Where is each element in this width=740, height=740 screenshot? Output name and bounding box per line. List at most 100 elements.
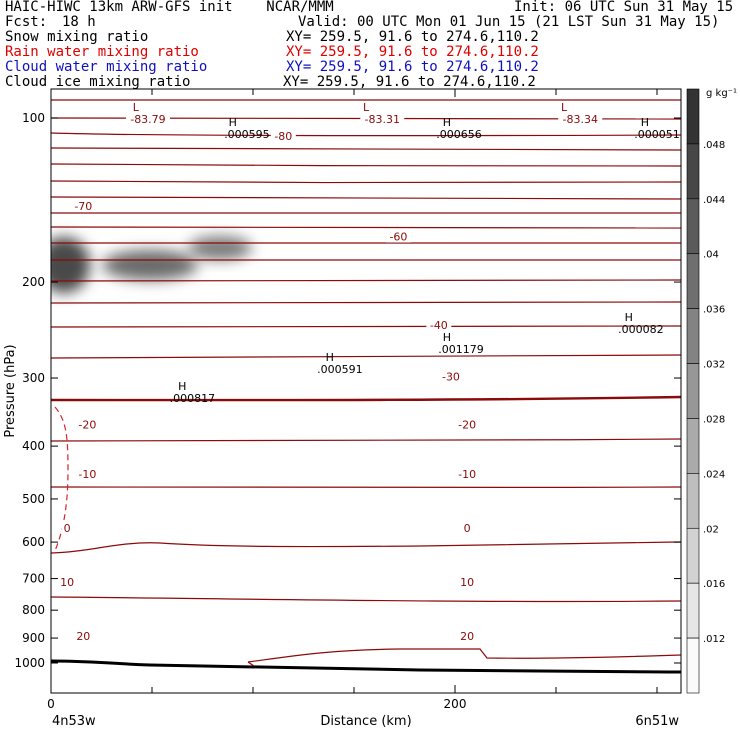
low-value: -83.79 bbox=[130, 113, 165, 126]
terrain-line bbox=[247, 661, 255, 667]
contour-label-bg bbox=[438, 369, 464, 383]
y-tick-label: 700 bbox=[22, 572, 45, 586]
contour-line bbox=[51, 180, 681, 184]
y-tick-label: 800 bbox=[22, 603, 45, 617]
field-xy-cloud-ice: XY= 259.5, 91.6 to 274.6,110.2 bbox=[283, 74, 536, 90]
y-tick-label: 100 bbox=[22, 111, 45, 125]
high-value: .000591 bbox=[317, 363, 363, 376]
high-marker: H bbox=[443, 116, 451, 129]
x-tick-label: 200 bbox=[444, 697, 467, 711]
high-marker: H bbox=[641, 116, 649, 129]
snow-blob bbox=[188, 236, 252, 260]
contour-line bbox=[51, 395, 681, 402]
field-xy-cloud-water: XY= 259.5, 91.6 to 274.6,110.2 bbox=[286, 59, 539, 75]
high-value: .000817 bbox=[170, 392, 216, 405]
plot-frame bbox=[50, 88, 682, 694]
contour-label: 10 bbox=[460, 576, 474, 589]
contour-line bbox=[51, 279, 681, 283]
low-marker: L bbox=[363, 101, 370, 114]
contour-label: 0 bbox=[64, 522, 71, 535]
y-tick-label: 500 bbox=[22, 492, 45, 506]
colorbar-swatch bbox=[686, 198, 700, 255]
colorbar-label: .044 bbox=[703, 195, 725, 206]
low-value-bg bbox=[125, 113, 170, 125]
colorbar-label: .04 bbox=[703, 250, 719, 261]
contour-label-bg bbox=[461, 520, 473, 534]
contour-label-bg bbox=[74, 629, 93, 643]
contour-label-bg bbox=[458, 629, 477, 643]
contour-line bbox=[51, 541, 681, 554]
contour-label: 0 bbox=[464, 522, 471, 535]
low-value: -83.31 bbox=[365, 113, 400, 126]
low-value: -83.34 bbox=[563, 113, 598, 126]
field-name-snow: Snow mixing ratio bbox=[5, 29, 149, 45]
contour-label: 10 bbox=[60, 576, 74, 589]
high-marker: H bbox=[443, 331, 451, 344]
colorbar-swatch bbox=[686, 418, 700, 474]
x-axis-label: Distance (km) bbox=[320, 714, 411, 729]
colorbar-label: .016 bbox=[703, 579, 725, 590]
snow-blob bbox=[51, 237, 90, 293]
y-tick-label: 300 bbox=[22, 371, 45, 385]
low-marker: L bbox=[561, 101, 568, 114]
y-tick-label: 200 bbox=[22, 275, 45, 289]
y-axis-label: Pressure (hPa) bbox=[3, 344, 18, 437]
terrain-line bbox=[50, 659, 682, 674]
low-value-bg bbox=[360, 113, 405, 125]
snow-blob bbox=[102, 250, 198, 280]
colorbar-swatch bbox=[686, 88, 700, 145]
chart-title: HAIC-HIWC 13km ARW-GFS init NCAR/MMM bbox=[5, 0, 334, 15]
colorbar-swatch bbox=[686, 308, 700, 364]
contour-label: -20 bbox=[78, 418, 96, 431]
contour-label-bg bbox=[74, 417, 100, 431]
contour-label: -10 bbox=[458, 468, 476, 481]
colorbar-swatch bbox=[686, 473, 700, 529]
colorbar-label: .032 bbox=[703, 360, 725, 371]
y-tick-label: 1000 bbox=[14, 656, 45, 670]
colorbar: .048 .044 .04 .036 .032 .028 .024 .02 .016 .012 bbox=[686, 88, 725, 694]
colorbar-unit: g kg⁻¹ bbox=[706, 88, 737, 99]
field-name-rain: Rain water mixing ratio bbox=[5, 44, 199, 60]
high-value: .000051 bbox=[634, 128, 680, 141]
colorbar-label: .012 bbox=[703, 634, 725, 645]
contour-label-bg bbox=[270, 129, 296, 143]
contour-label: -80 bbox=[274, 130, 292, 143]
contour-label-bg bbox=[458, 574, 477, 588]
contour-label-bg bbox=[454, 417, 480, 431]
field-name-cloud-water: Cloud water mixing ratio bbox=[5, 59, 208, 75]
contour-label-bg bbox=[70, 198, 96, 212]
colorbar-label: .028 bbox=[703, 414, 725, 425]
contour-line bbox=[247, 648, 681, 663]
high-marker: H bbox=[326, 351, 334, 364]
y-tick-label: 400 bbox=[22, 439, 45, 453]
contour-line bbox=[51, 226, 681, 229]
colorbar-swatch bbox=[686, 527, 700, 584]
y-tick-label: 600 bbox=[22, 535, 45, 549]
contour-label-bg bbox=[58, 574, 77, 588]
low-marker: L bbox=[133, 101, 140, 114]
colorbar-label: .02 bbox=[703, 524, 719, 535]
contour-label: -70 bbox=[74, 200, 92, 213]
colorbar-label: .024 bbox=[703, 469, 725, 480]
x-tick-label: 0 bbox=[47, 697, 55, 711]
high-value: .000082 bbox=[618, 323, 664, 336]
contour-line bbox=[51, 438, 681, 442]
contour-label: -10 bbox=[78, 468, 96, 481]
left-endpoint-label: 4n53w bbox=[52, 714, 96, 729]
contour-line bbox=[51, 163, 681, 167]
temperature-contours bbox=[51, 99, 681, 663]
contour-label-bg bbox=[426, 318, 452, 332]
colorbar-label: .036 bbox=[703, 305, 725, 316]
contour-line bbox=[51, 196, 681, 200]
colorbar-swatch bbox=[686, 637, 700, 694]
high-marker: H bbox=[229, 116, 237, 129]
field-xy-rain: XY= 259.5, 91.6 to 274.6,110.2 bbox=[286, 44, 539, 60]
high-marker: H bbox=[625, 311, 633, 324]
cloud-water-contour bbox=[53, 406, 69, 554]
contour-labels: -70 -80 -60 -40 -30 -20 -20 -10 -10 0 0 10 10 20 20 bbox=[58, 129, 480, 643]
high-value: .001179 bbox=[438, 343, 484, 356]
contour-line bbox=[51, 596, 681, 603]
field-xy-snow: XY= 259.5, 91.6 to 274.6,110.2 bbox=[286, 29, 539, 45]
